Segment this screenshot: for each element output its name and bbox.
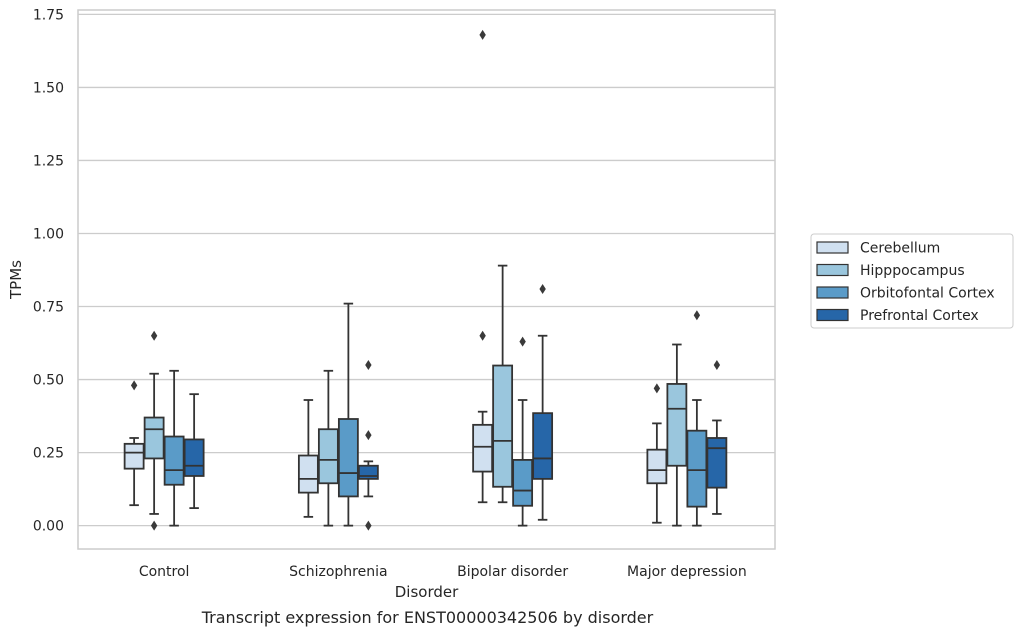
box-3-2: [532, 283, 554, 521]
box-0-1: [297, 399, 319, 518]
outlier-point: [519, 336, 526, 347]
legend-item: Hipppocampus: [816, 263, 965, 279]
legend-item: Cerebellum: [816, 241, 940, 257]
iqr-box: [532, 412, 554, 480]
outlier-point: [365, 520, 372, 531]
legend-label: Cerebellum: [860, 241, 940, 257]
outlier-point: [653, 383, 661, 394]
y-tick-label: 0.25: [33, 446, 64, 462]
y-tick-label: 0.50: [33, 373, 64, 389]
legend-label: Prefrontal Cortex: [860, 308, 979, 324]
outlier-point: [539, 283, 546, 294]
box-3-1: [357, 359, 379, 531]
legend-item: Prefrontal Cortex: [816, 308, 979, 324]
y-tick-label: 1.75: [33, 7, 64, 23]
legend-swatch: [816, 241, 849, 254]
box-1-3: [666, 343, 688, 527]
y-axis-ticks: 0.00 0.25 0.50 0.75 1.00 1.25 1.50 1.75: [33, 7, 64, 534]
outlier-point: [693, 310, 701, 321]
plot-frame: [77, 9, 776, 550]
iqr-box: [646, 448, 668, 485]
iqr-box: [686, 429, 708, 508]
outlier-point: [150, 330, 158, 341]
box-1-1: [317, 369, 339, 527]
outlier-point: [479, 330, 486, 341]
legend-label: Orbitofontal Cortex: [860, 286, 995, 302]
iqr-box: [317, 428, 339, 485]
outlier-point: [713, 359, 721, 370]
y-tick-label: 1.25: [33, 153, 64, 169]
legend: Cerebellum Hipppocampus Orbitofontal Corte…: [810, 233, 1014, 329]
figure-caption: Transcript expression for ENST0000034250…: [201, 608, 654, 627]
iqr-box: [492, 364, 514, 488]
box-0-3: [646, 383, 668, 524]
box-2-3: [686, 310, 708, 527]
legend-label: Hipppocampus: [860, 263, 965, 279]
legend-swatch: [816, 286, 849, 299]
box-2-2: [512, 336, 534, 527]
outlier-point: [130, 380, 138, 391]
box-1-2: [492, 264, 514, 504]
y-tick-label: 0.75: [33, 300, 64, 316]
x-tick-label: Bipolar disorder: [457, 564, 568, 580]
iqr-box: [297, 454, 319, 494]
iqr-box: [123, 442, 145, 470]
iqr-box: [472, 423, 494, 473]
iqr-box: [666, 383, 688, 467]
y-axis-label: TPMs: [7, 260, 25, 300]
box-2-1: [337, 302, 359, 527]
outlier-point: [150, 520, 158, 531]
x-axis-ticks: Control Schizophrenia Bipolar disorder Majo…: [139, 564, 747, 580]
box-1-0: [143, 330, 165, 531]
box-0-0: [123, 380, 145, 507]
legend-swatch: [816, 308, 849, 322]
outlier-point: [365, 430, 372, 441]
iqr-box: [183, 438, 205, 477]
y-tick-label: 1.50: [33, 80, 64, 96]
iqr-box: [706, 437, 728, 489]
legend-swatch: [816, 263, 849, 277]
x-tick-label: Control: [139, 564, 190, 580]
iqr-box: [357, 464, 379, 480]
y-tick-label: 1.00: [33, 226, 64, 242]
box-2-0: [163, 369, 185, 527]
legend-item: Orbitofontal Cortex: [816, 286, 995, 302]
x-tick-label: Schizophrenia: [289, 564, 387, 580]
iqr-box: [337, 418, 359, 498]
boxes: [123, 29, 728, 531]
x-axis-label: Disorder: [395, 583, 459, 601]
y-tick-label: 0.00: [33, 519, 64, 535]
box-3-0: [183, 393, 205, 510]
outlier-point: [365, 359, 372, 370]
legend-frame: [810, 233, 1014, 329]
x-tick-label: Major depression: [627, 564, 747, 580]
outlier-point: [479, 29, 486, 40]
iqr-box: [163, 435, 185, 486]
iqr-box: [143, 416, 165, 460]
iqr-box: [512, 458, 534, 507]
box-0-2: [472, 29, 494, 504]
box-3-3: [706, 359, 728, 515]
